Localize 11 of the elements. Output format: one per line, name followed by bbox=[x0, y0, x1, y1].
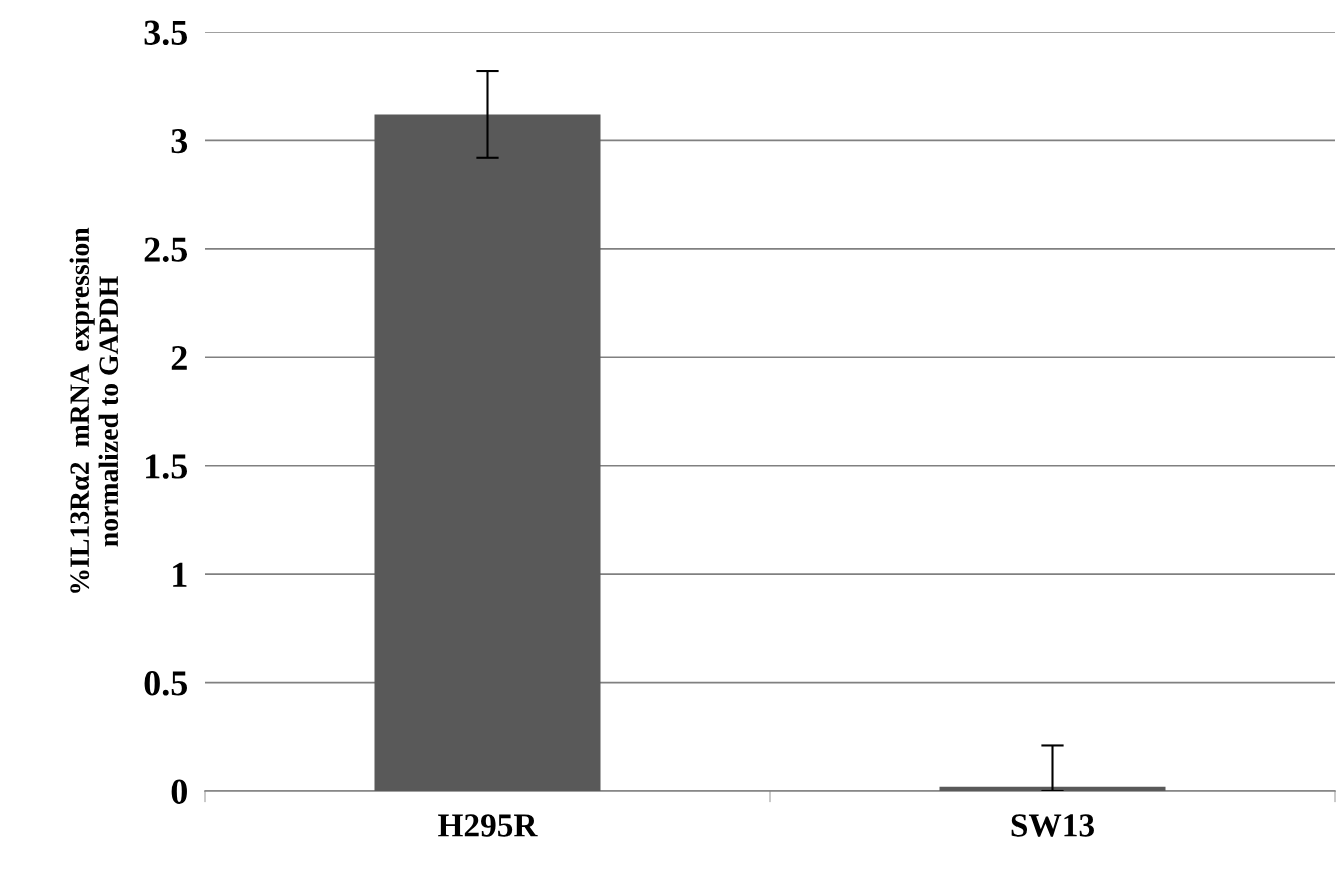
y-axis-title: %IL13Rα2 mRNA expression normalized to GAPDH bbox=[69, 227, 119, 593]
y-tick-label: 2 bbox=[171, 345, 187, 370]
y-tick-label: 1 bbox=[173, 562, 187, 587]
y-tick-label: 0 bbox=[171, 779, 187, 804]
x-tick-label: SW13 bbox=[1011, 814, 1094, 837]
x-tick-label: H295R bbox=[438, 814, 538, 837]
y-tick-label: 1.5 bbox=[146, 454, 188, 479]
y-tick-label: 3.5 bbox=[144, 20, 188, 46]
y-tick-label: 0.5 bbox=[144, 671, 188, 696]
y-tick-label: 2.5 bbox=[144, 237, 188, 262]
y-tick-label: 3 bbox=[171, 129, 188, 154]
